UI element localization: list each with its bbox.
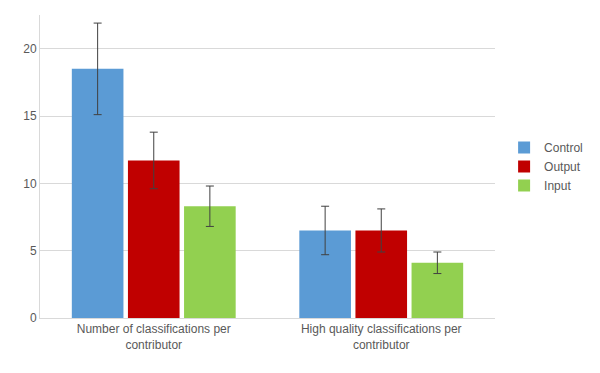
svg-text:Number of classifications perc: Number of classifications percontributor — [77, 322, 231, 352]
svg-text:5: 5 — [30, 244, 37, 258]
svg-text:20: 20 — [23, 42, 37, 56]
svg-text:0: 0 — [30, 311, 37, 325]
svg-text:High quality classifications p: High quality classifications percontribu… — [301, 322, 462, 352]
svg-text:15: 15 — [23, 109, 37, 123]
svg-text:Output: Output — [544, 160, 581, 174]
svg-text:Input: Input — [544, 179, 571, 193]
svg-text:Control: Control — [544, 141, 583, 155]
svg-text:10: 10 — [23, 177, 37, 191]
